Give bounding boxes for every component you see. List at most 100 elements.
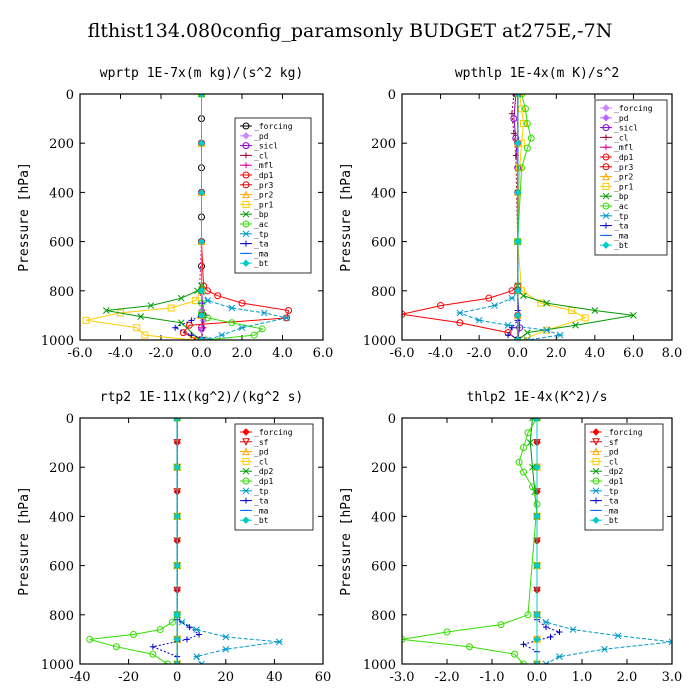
y-tick-label: 800 xyxy=(371,609,396,624)
data-point xyxy=(510,94,517,97)
data-point xyxy=(520,641,527,648)
data-point xyxy=(533,463,541,471)
y-tick-label: 800 xyxy=(371,285,396,300)
x-tick-label: -20 xyxy=(118,670,139,685)
data-point xyxy=(533,561,541,570)
data-point xyxy=(542,618,550,626)
legend-marker xyxy=(602,163,610,171)
legend-label: _forcing xyxy=(254,428,293,437)
x-tick-label: 1.0 xyxy=(572,670,593,685)
legend-label: _dp1 xyxy=(604,477,623,486)
y-tick-label: 1000 xyxy=(41,658,74,673)
data-point xyxy=(173,561,181,570)
data-point xyxy=(591,307,599,314)
legend-marker xyxy=(243,240,249,247)
legend-marker xyxy=(243,152,249,159)
legend: _forcing_pd_sicl_cl_mfl_dp1_pr3_pr2_pr1_… xyxy=(234,117,312,274)
data-point xyxy=(533,418,541,422)
legend-label: _sicl xyxy=(614,124,638,133)
legend-label: _ta xyxy=(604,497,619,506)
x-tick-label: 4.0 xyxy=(585,346,606,361)
series-group xyxy=(402,94,637,340)
data-point xyxy=(179,329,187,337)
legend-label: _pr2 xyxy=(254,191,273,200)
data-point xyxy=(197,237,206,246)
legend-label: _pd xyxy=(254,132,269,141)
legend-label: _pd xyxy=(254,448,269,457)
x-tick-label: 0.0 xyxy=(507,346,528,361)
panel-title: rtp2 1E-11x(kg^2)/(kg^2 s) xyxy=(100,390,304,405)
legend-marker xyxy=(602,153,610,161)
data-point xyxy=(197,336,206,340)
data-point xyxy=(537,299,545,307)
x-tick-label: -2.0 xyxy=(148,346,173,361)
data-point xyxy=(191,297,199,305)
data-point xyxy=(275,638,283,646)
data-point xyxy=(147,302,155,309)
data-point xyxy=(514,287,522,295)
legend-label: _dp1 xyxy=(254,171,273,180)
legend-label: _bt xyxy=(254,259,269,268)
series-group xyxy=(402,418,672,664)
series-group xyxy=(82,94,293,340)
legend-label: _pd xyxy=(604,448,619,457)
data-point xyxy=(260,309,268,317)
legend-label: _ta xyxy=(614,222,629,231)
y-tick-label: 200 xyxy=(371,461,396,476)
data-point xyxy=(193,336,201,340)
legend-marker xyxy=(242,259,250,267)
data-point xyxy=(524,611,532,619)
data-point xyxy=(228,304,236,312)
x-tick-label: -40 xyxy=(70,670,91,685)
legend-marker xyxy=(592,516,600,524)
data-point xyxy=(516,164,524,172)
data-point xyxy=(542,660,550,664)
legend-label: _forcing xyxy=(614,104,653,113)
data-point xyxy=(521,105,529,113)
legend-label: _pr3 xyxy=(614,163,633,172)
data-point xyxy=(197,188,206,197)
data-point xyxy=(520,444,527,452)
x-tick-label: -1.0 xyxy=(479,670,504,685)
data-point xyxy=(497,621,505,629)
data-point xyxy=(514,94,522,98)
data-point xyxy=(456,319,464,327)
data-point xyxy=(250,331,258,339)
y-axis-label: Pressure [hPa] xyxy=(339,162,354,272)
y-tick-label: 600 xyxy=(49,560,74,575)
data-point xyxy=(529,483,536,491)
x-tick-label: 4.0 xyxy=(272,346,293,361)
y-tick-label: 600 xyxy=(371,236,396,251)
x-tick-label: 60 xyxy=(315,670,332,685)
data-point xyxy=(437,302,445,310)
legend-marker xyxy=(242,477,250,485)
legend-marker xyxy=(242,230,250,238)
y-tick-label: 400 xyxy=(371,186,396,201)
y-tick-label: 600 xyxy=(49,236,74,251)
y-tick-label: 0 xyxy=(388,412,396,427)
y-tick-label: 1000 xyxy=(363,334,396,349)
data-point xyxy=(173,463,181,471)
y-tick-label: 0 xyxy=(66,412,74,427)
data-point xyxy=(518,105,526,113)
series-line-ta xyxy=(522,418,561,664)
legend-label: _ac xyxy=(614,202,629,211)
x-tick-label: 6.0 xyxy=(623,346,644,361)
data-point xyxy=(197,311,206,320)
x-tick-label: 2.0 xyxy=(617,670,638,685)
series-line-pr1 xyxy=(517,94,587,340)
data-point xyxy=(186,624,193,631)
legend-marker xyxy=(242,181,250,189)
legend-label: _bt xyxy=(254,516,269,525)
legend-label: _sicl xyxy=(254,142,278,151)
data-point xyxy=(173,418,181,422)
data-point xyxy=(547,633,554,640)
data-point xyxy=(527,134,535,142)
data-point xyxy=(167,304,175,312)
data-point xyxy=(173,512,181,521)
data-point xyxy=(520,468,527,476)
legend-marker xyxy=(242,428,250,436)
legend-marker xyxy=(242,122,250,130)
x-tick-label: 6.0 xyxy=(313,346,334,361)
data-point xyxy=(523,144,531,152)
